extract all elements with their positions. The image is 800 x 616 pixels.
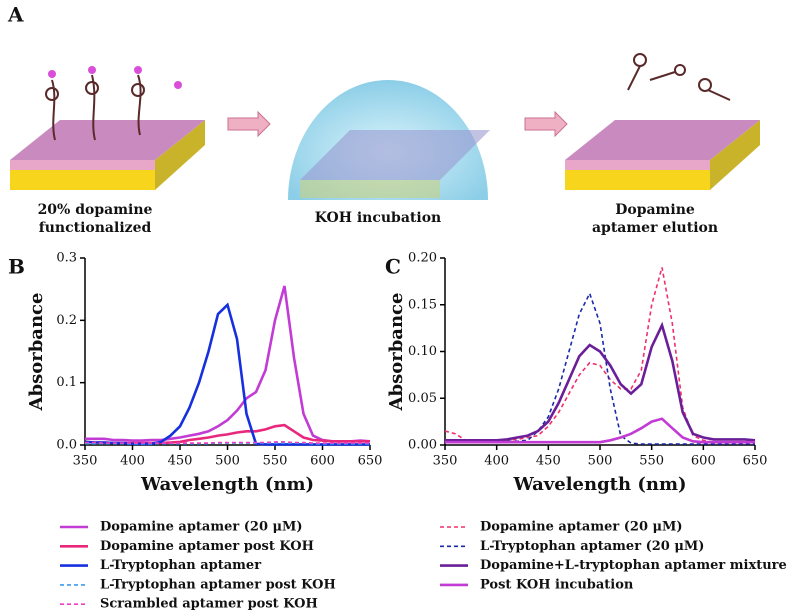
step-label: functionalized [39, 220, 152, 236]
panel-label: C [385, 255, 401, 279]
panel-label: A [7, 3, 24, 27]
legend-label: Scrambled aptamer post KOH [100, 597, 318, 612]
step-label: 20% dopamine [38, 202, 153, 218]
y-tick-label: 0.2 [56, 313, 77, 328]
x-tick-label: 350 [433, 454, 458, 469]
y-tick-label: 0.15 [408, 297, 437, 312]
x-tick-label: 450 [536, 454, 561, 469]
legend-label: L-Tryptophan aptamer (20 μM) [480, 539, 704, 554]
x-tick-label: 400 [484, 454, 509, 469]
legend-label: Dopamine aptamer post KOH [100, 539, 314, 554]
data-line [445, 321, 756, 442]
x-tick-label: 400 [120, 454, 145, 469]
x-tick-label: 550 [639, 454, 664, 469]
slab [10, 66, 205, 190]
arrow [227, 110, 271, 138]
x-tick-label: 550 [263, 454, 288, 469]
x-tick-label: 450 [168, 454, 193, 469]
legend-label: Dopamine+L-tryptophan aptamer mixture [480, 558, 787, 573]
x-tick-label: 350 [73, 454, 98, 469]
y-axis-label: Absorbance [26, 293, 47, 412]
legend-label: L-Tryptophan aptamer post KOH [100, 577, 336, 592]
data-line [445, 291, 755, 445]
y-axis-label: Absorbance [386, 293, 407, 412]
y-tick-label: 0.00 [408, 438, 437, 453]
x-tick-label: 600 [310, 454, 335, 469]
y-tick-label: 0.0 [56, 438, 77, 453]
y-tick-label: 0.1 [56, 375, 77, 390]
x-tick-label: 650 [743, 454, 768, 469]
legend-label: Dopamine aptamer (20 μM) [100, 520, 303, 535]
legend-label: Dopamine aptamer (20 μM) [480, 520, 683, 535]
x-axis-label: Wavelength (nm) [140, 474, 314, 495]
arrow [524, 110, 568, 138]
y-tick-label: 0.3 [56, 251, 77, 266]
y-tick-label: 0.05 [408, 391, 437, 406]
x-tick-label: 600 [691, 454, 716, 469]
data-line [444, 267, 755, 443]
data-line [445, 417, 755, 444]
x-tick-label: 500 [588, 454, 613, 469]
data-line [84, 302, 370, 446]
x-tick-label: 500 [215, 454, 240, 469]
x-axis-label: Wavelength (nm) [512, 474, 686, 495]
data-line [85, 441, 370, 444]
dome [288, 80, 490, 200]
y-tick-label: 0.20 [408, 251, 437, 266]
y-tick-label: 0.10 [408, 344, 437, 359]
legend-label: L-Tryptophan aptamer [100, 558, 261, 573]
legend-label: Post KOH incubation [480, 577, 634, 592]
step-label: Dopamine [615, 202, 695, 218]
step-label: KOH incubation [315, 210, 441, 226]
x-tick-label: 650 [358, 454, 383, 469]
slab [565, 53, 760, 190]
step-label: aptamer elution [592, 220, 718, 236]
panel-label: B [8, 255, 25, 279]
